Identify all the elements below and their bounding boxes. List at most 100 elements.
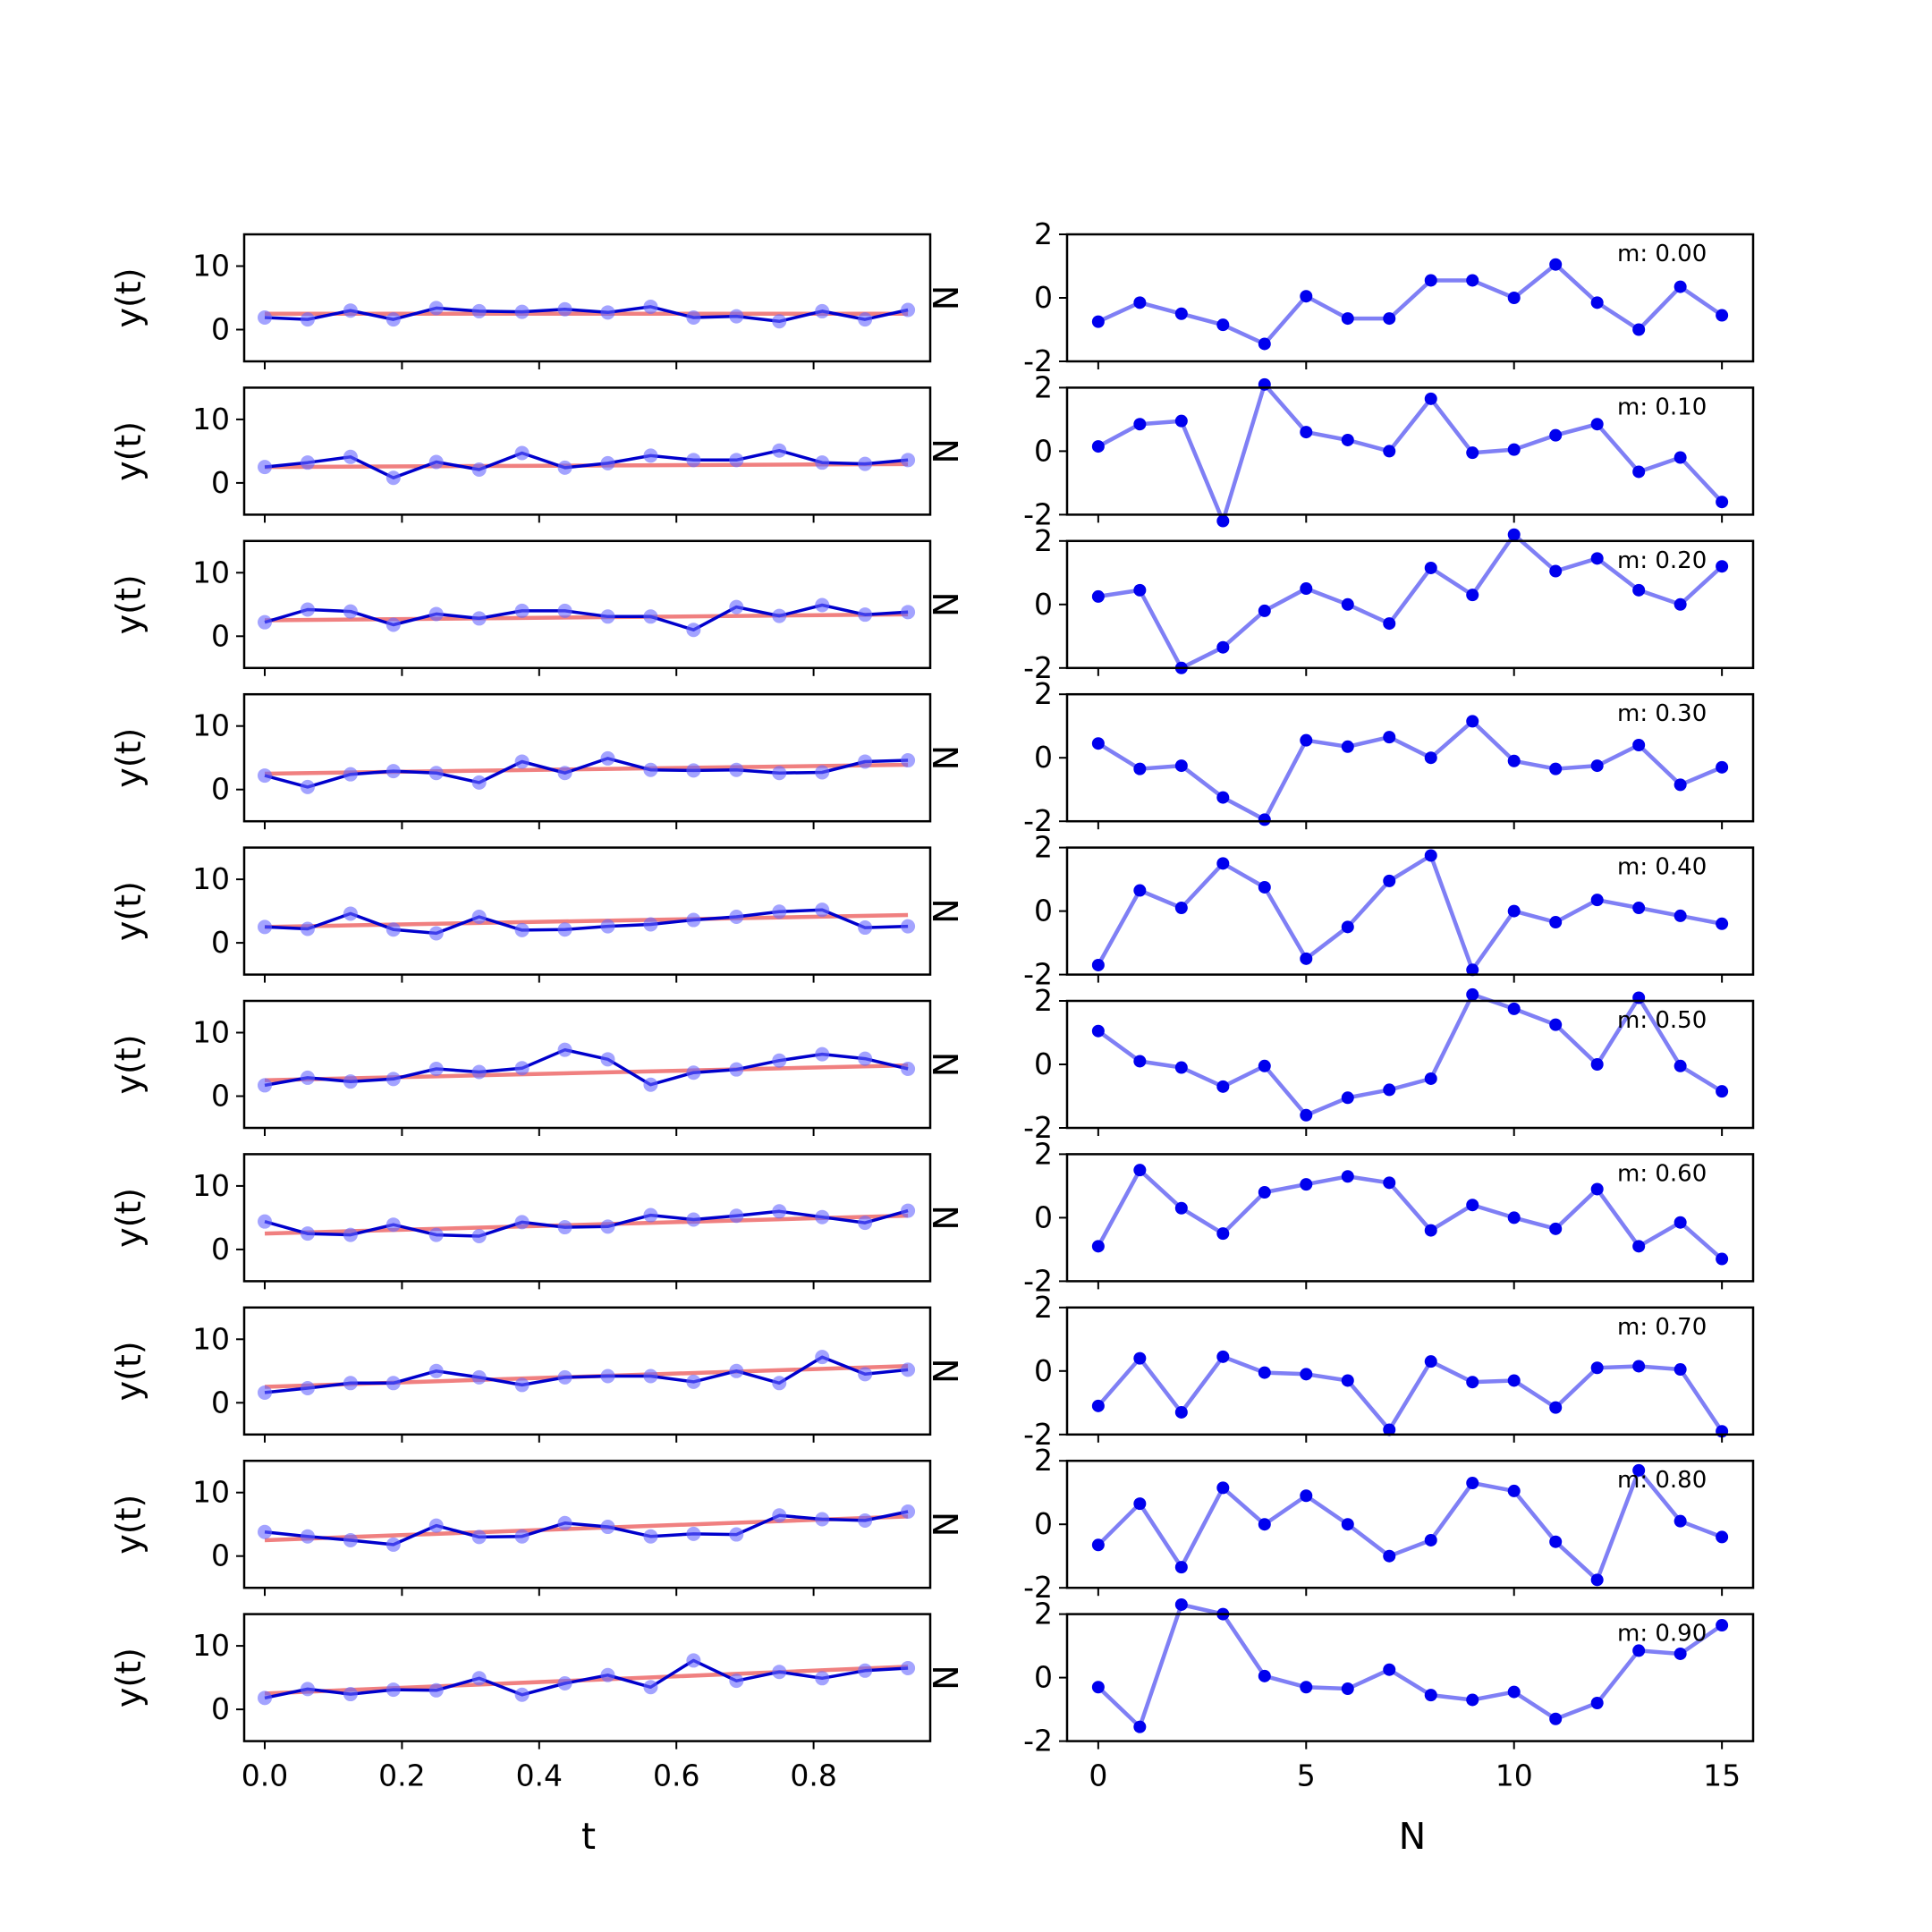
data-point (386, 617, 401, 632)
data-point (686, 763, 701, 778)
data-point (471, 775, 487, 790)
data-line (264, 1658, 909, 1700)
data-point (901, 1203, 916, 1218)
series-point (1341, 1374, 1354, 1387)
data-point (772, 1053, 787, 1068)
data-point (557, 1675, 572, 1690)
left-y-axis-label: y(t) (109, 1648, 148, 1707)
data-point (514, 1215, 530, 1230)
series-point (1383, 1549, 1396, 1563)
series-point (1549, 1018, 1563, 1031)
data-line (264, 1208, 909, 1238)
left-plot-area (258, 902, 916, 941)
series-point (1383, 1176, 1396, 1190)
data-point (428, 1363, 444, 1378)
data-point (258, 310, 273, 326)
data-point (471, 909, 487, 924)
panel-annotation: m: 0.90 (1617, 1621, 1707, 1648)
data-point (343, 303, 358, 318)
series-point (1091, 315, 1105, 328)
y-tick-label: 0 (211, 465, 230, 500)
x-tick-label: 0.6 (653, 1758, 699, 1793)
series-point (1091, 1024, 1105, 1038)
y-tick-label: 10 (192, 1321, 230, 1356)
data-point (471, 303, 487, 318)
x-tick-label: 15 (1703, 1758, 1741, 1793)
series-point (1632, 583, 1646, 597)
y-tick-label: 0 (1034, 433, 1053, 468)
series-point (1632, 1644, 1646, 1657)
right-panel-0: m: 0.00 -2 0 2 (1023, 216, 1755, 378)
data-point (686, 1526, 701, 1541)
data-point (428, 301, 444, 316)
data-point (858, 1216, 873, 1231)
data-point (428, 1682, 444, 1698)
y-tick-label: 10 (192, 1628, 230, 1663)
series-point (1716, 1252, 1729, 1266)
series-point (1258, 377, 1271, 391)
data-point (557, 922, 572, 937)
series-point (1341, 312, 1354, 326)
data-point (901, 302, 916, 318)
series-point (1258, 1669, 1271, 1682)
left-y-axis-label: y(t) (109, 881, 148, 941)
series-point (1424, 392, 1437, 405)
series-line (1097, 532, 1724, 671)
series-point (1424, 1533, 1437, 1546)
right-panel-background (1067, 694, 1753, 822)
series-point (1133, 762, 1147, 775)
series-point (1216, 640, 1230, 654)
series-point (1133, 1720, 1147, 1733)
y-tick-label: 0 (1034, 740, 1053, 775)
data-point (815, 597, 830, 613)
left-axes-frame (242, 386, 932, 516)
series-point (1507, 1484, 1521, 1497)
y-tick-label: 0 (211, 312, 230, 347)
panel-annotation: m: 0.70 (1617, 1314, 1707, 1341)
right-y-axis-label: N (927, 1665, 966, 1690)
data-point (300, 1380, 315, 1395)
series-point (1300, 1681, 1313, 1694)
series-point (1174, 759, 1188, 773)
y-tick-label: 0 (1034, 1199, 1053, 1234)
panel-annotation: m: 0.00 (1617, 241, 1707, 267)
data-point (772, 1204, 787, 1219)
data-point (514, 922, 530, 937)
y-tick-label: 10 (192, 708, 230, 743)
series-point (1216, 514, 1230, 528)
series-point (1549, 762, 1563, 775)
series-point (1507, 528, 1521, 541)
data-point (643, 448, 658, 463)
series-point (1424, 274, 1437, 287)
data-point (300, 1070, 315, 1085)
data-point (471, 1530, 487, 1545)
left-panel-2: 0 10 y(t) N (109, 539, 966, 676)
data-point (428, 454, 444, 470)
data-point (514, 445, 530, 461)
data-point (729, 1674, 744, 1689)
data-point (258, 1078, 273, 1093)
series-point (1590, 418, 1604, 431)
series-point (1424, 1224, 1437, 1237)
data-point (514, 304, 530, 319)
data-point (729, 1208, 744, 1224)
y-tick-label: -2 (1023, 650, 1053, 685)
series-point (1466, 963, 1479, 977)
y-tick-label: 2 (1034, 830, 1053, 865)
panels: 0 10 y(t) Nm: 0.00 -2 0 2 0 10 y(t) Nm: 0.10 -2 0 2 0 1… (109, 216, 1755, 1793)
series-point (1341, 1170, 1354, 1183)
series-point (1549, 1712, 1563, 1725)
data-point (686, 1065, 701, 1080)
left-axes-frame (242, 233, 932, 363)
series-point (1341, 920, 1354, 934)
y-tick-label: 2 (1034, 1443, 1053, 1478)
data-point (686, 453, 701, 468)
series-point (1133, 418, 1147, 431)
y-tick-label: 0 (211, 925, 230, 960)
data-line (264, 603, 909, 631)
series-point (1549, 1222, 1563, 1235)
y-tick-label: 10 (192, 249, 230, 284)
data-point (386, 1537, 401, 1552)
left-y-axis-label: y(t) (109, 1341, 148, 1401)
series-point (1300, 426, 1313, 439)
